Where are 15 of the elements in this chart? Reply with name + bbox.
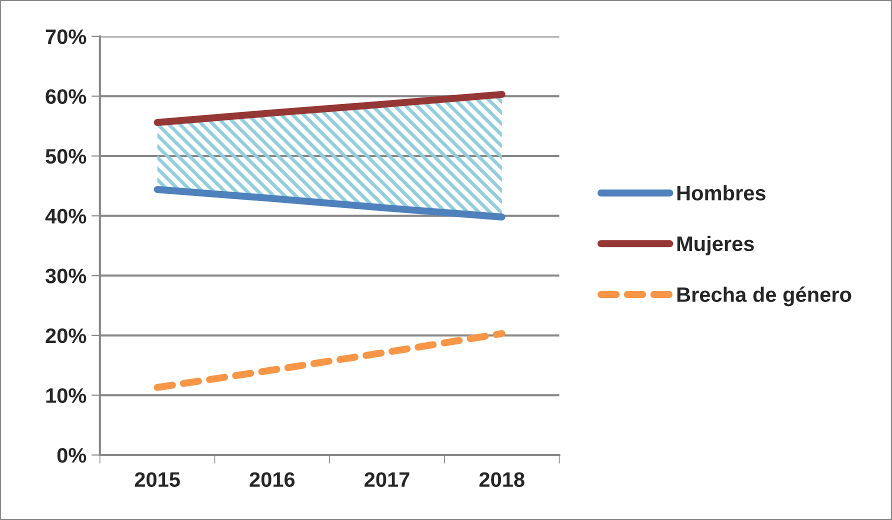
x-tick-label: 2015 — [134, 472, 180, 487]
x-tick-label: 2016 — [250, 472, 295, 487]
x-tick-label: 2017 — [364, 472, 410, 487]
y-tick-label: 40% — [45, 208, 86, 224]
legend-label: Hombres — [677, 185, 766, 200]
y-tick-label: 60% — [46, 89, 86, 104]
y-tick-label: 70% — [46, 29, 86, 44]
x-tick-label: 2018 — [479, 472, 524, 487]
y-tick-label: 30% — [45, 268, 86, 284]
y-tick-label: 20% — [46, 328, 86, 344]
y-tick-label: 50% — [46, 149, 86, 164]
y-tick-label: 10% — [46, 388, 86, 403]
y-tick-label: 0% — [57, 448, 86, 463]
legend-label: Mujeres — [677, 236, 754, 256]
legend-label: Brecha de género — [677, 286, 852, 306]
